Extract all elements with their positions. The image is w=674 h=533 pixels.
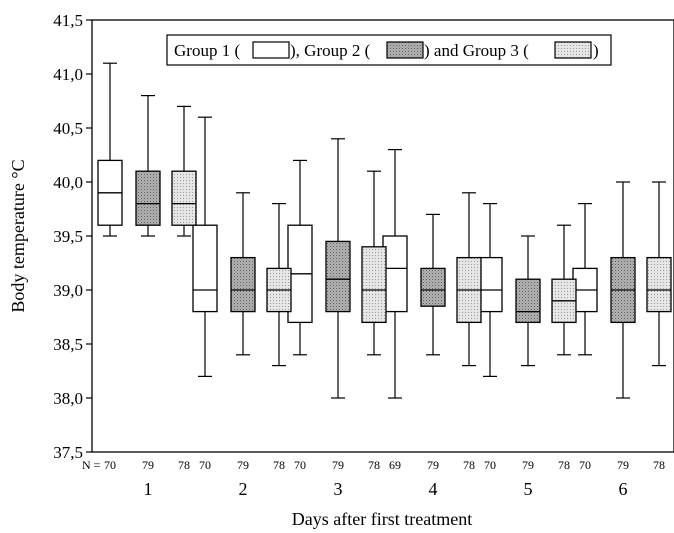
n-label: 69	[389, 458, 401, 472]
box-group-2-day-5	[515, 235, 541, 367]
box-group-1-day-4	[382, 149, 408, 399]
n-labels: 70 70 70 69 70 70 79 79 79 79 79 79 78 78 78 78 78 78	[104, 458, 665, 472]
box-iqr	[171, 170, 197, 226]
box-iqr	[382, 235, 408, 313]
box-iqr	[230, 256, 256, 313]
category-label: 3	[334, 479, 343, 499]
category-label: 1	[144, 479, 153, 499]
box-group-1-day-6	[572, 203, 598, 356]
box-group-2-day-4	[420, 213, 446, 356]
box-group-3-day-4	[456, 192, 482, 367]
n-label: 70	[484, 458, 496, 472]
box-iqr	[646, 256, 672, 313]
legend-text-g2: ), Group 2 (	[290, 41, 371, 60]
n-label: 79	[617, 458, 629, 472]
box-group-1-day-2	[192, 116, 218, 377]
n-label: 79	[237, 458, 249, 472]
n-label: 78	[463, 458, 475, 472]
box-group-2-day-6	[610, 181, 636, 399]
legend-text-g1: Group 1 (	[174, 41, 240, 60]
y-tick-label: 41,0	[53, 65, 83, 84]
y-axis: 37,5 38,0 38,5 39,0 39,5 40,0 40,5 41,0 41,5	[53, 11, 92, 462]
box-group-1-day-5	[477, 203, 503, 377]
box-group-2-day-3	[325, 138, 351, 399]
category-label: 6	[619, 479, 628, 499]
n-label: 70	[294, 458, 306, 472]
y-tick-label: 39,5	[53, 227, 83, 246]
category-label: 4	[429, 479, 438, 499]
box-group-1-day-1	[97, 62, 123, 237]
y-tick-label: 37,5	[53, 443, 83, 462]
y-tick-label: 40,5	[53, 119, 83, 138]
category-labels: 1 2 3 4 5 6	[144, 479, 628, 499]
box-group-3-day-6	[646, 181, 672, 367]
box-iqr	[420, 267, 446, 307]
y-tick-label: 38,0	[53, 389, 83, 408]
legend-text-g3: ) and Group 3 (	[424, 41, 529, 60]
n-label: 79	[427, 458, 439, 472]
category-label: 5	[524, 479, 533, 499]
box-iqr	[192, 224, 218, 313]
n-label: 70	[104, 458, 116, 472]
box-iqr	[135, 170, 161, 226]
box-series	[97, 62, 672, 399]
n-label: 78	[653, 458, 665, 472]
box-group-2-day-1	[135, 94, 161, 237]
n-label: 78	[178, 458, 190, 472]
category-label: 2	[239, 479, 248, 499]
n-label: 70	[579, 458, 591, 472]
box-group-1-day-3	[287, 159, 313, 356]
box-group-3-day-3	[361, 170, 387, 356]
legend: Group 1 ( ), Group 2 ( ) and Group 3 ( )	[166, 34, 612, 66]
legend-text-end: )	[593, 41, 599, 60]
box-iqr	[361, 246, 387, 324]
n-label: 79	[522, 458, 534, 472]
box-group-3-day-2	[266, 203, 292, 367]
box-group-3-day-1	[171, 105, 197, 237]
n-label: 70	[199, 458, 211, 472]
n-label: 79	[142, 458, 154, 472]
n-label: 79	[332, 458, 344, 472]
n-label: 78	[558, 458, 570, 472]
legend-swatch-group-2	[386, 41, 424, 59]
y-tick-label: 40,0	[53, 173, 83, 192]
box-iqr	[515, 278, 541, 324]
n-prefix: N =	[82, 458, 101, 472]
y-tick-label: 38,5	[53, 335, 83, 354]
y-axis-title: Body temperature °C	[8, 159, 28, 312]
x-axis-title: Days after first treatment	[292, 509, 472, 529]
legend-swatch-group-3	[554, 41, 592, 59]
n-label: 78	[273, 458, 285, 472]
y-tick-label: 39,0	[53, 281, 83, 300]
legend-swatch-group-1	[252, 41, 290, 59]
box-iqr	[325, 240, 351, 313]
y-tick-label: 41,5	[53, 11, 83, 30]
n-label: 78	[368, 458, 380, 472]
box-group-3-day-5	[551, 224, 577, 356]
box-group-2-day-2	[230, 192, 256, 356]
